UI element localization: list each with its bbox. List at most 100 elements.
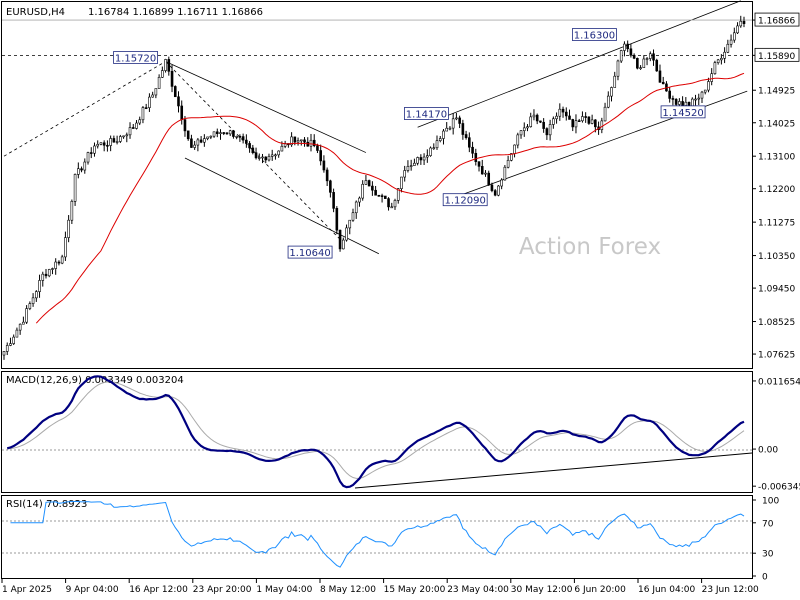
swing-label: 1.16300 (572, 28, 617, 42)
price-tick-label: 1.08525 (758, 318, 795, 328)
time-tick-label: 23 Jun 12:00 (702, 585, 759, 595)
candle-body (154, 88, 158, 96)
candle-body (674, 98, 678, 105)
candle-body (461, 123, 465, 135)
price-tick-label: 1.11275 (758, 219, 795, 229)
candle-body (413, 162, 416, 166)
price-tick-label: 1.13100 (758, 153, 795, 163)
candle-body (736, 25, 739, 34)
candle-body (299, 139, 303, 142)
candle-body (245, 139, 248, 144)
candle-body (35, 291, 38, 299)
candle-body (416, 157, 419, 164)
candle-body (31, 297, 35, 304)
candle-body (345, 227, 348, 241)
candle-body (400, 176, 403, 189)
swing-label-text: 1.14520 (662, 108, 703, 119)
candle-body (115, 141, 119, 143)
candle-body (403, 170, 406, 178)
candle-body (316, 145, 319, 151)
candle-body (141, 107, 145, 121)
candle-body (729, 39, 733, 45)
macd-signal-line (7, 381, 745, 479)
price-candles (2, 15, 746, 360)
candle-body (526, 126, 529, 129)
candle-body (393, 200, 397, 208)
candle-body (232, 130, 235, 137)
candle-body (261, 156, 264, 159)
candle-body (167, 59, 171, 72)
price-tick-label: 1.07625 (758, 351, 795, 361)
candle-body (25, 308, 28, 323)
candle-body (193, 144, 196, 148)
swing-label-text: 1.15720 (115, 53, 156, 64)
candle-body (700, 91, 704, 99)
candle-body (577, 120, 581, 122)
swing-label-text: 1.12090 (444, 196, 485, 207)
candle-body (80, 168, 83, 171)
candle-body (690, 98, 694, 107)
price-tick-label: 1.15890 (758, 52, 795, 62)
candle-body (429, 147, 432, 156)
candle-body (739, 20, 743, 27)
candle-body (506, 159, 510, 168)
candle-body (77, 168, 80, 175)
candle-body (274, 154, 277, 157)
candle-body (203, 138, 206, 143)
candle-body (606, 95, 610, 108)
candle-body (235, 136, 238, 138)
candle-body (574, 120, 578, 128)
time-tick-label: 15 May 20:00 (384, 585, 446, 595)
candle-body (309, 139, 313, 147)
candle-body (270, 154, 274, 157)
time-tick-label: 9 Apr 04:00 (66, 585, 119, 595)
candle-body (432, 147, 436, 150)
candle-body (248, 143, 251, 149)
candle-body (319, 150, 322, 162)
candle-body (5, 345, 9, 352)
candle-body (209, 135, 213, 138)
rising-channel-upper (417, 0, 741, 128)
swing-labels: 1.15720 1.10640 1.14170 1.12090 1.16300 1.145… (113, 28, 706, 259)
candle-body (238, 136, 242, 138)
candle-body (671, 98, 675, 100)
rsi-axis: 100 70 30 0 (752, 497, 779, 583)
candle-body (542, 121, 545, 129)
candle-body (277, 150, 280, 156)
candle-body (639, 67, 642, 69)
candle-body (70, 201, 74, 221)
candle-body (106, 144, 109, 147)
candle-body (148, 96, 151, 108)
candle-body (694, 98, 697, 101)
macd-panel-frame (1, 371, 753, 493)
candle-body (652, 53, 655, 61)
candle-body (380, 195, 384, 197)
candle-body (374, 189, 377, 196)
time-tick-label: 1 Apr 2025 (2, 585, 52, 595)
candle-body (584, 116, 587, 118)
time-tick-label: 30 May 12:00 (511, 585, 573, 595)
candle-body (681, 101, 684, 106)
candle-body (119, 136, 122, 142)
candle-body (716, 59, 720, 63)
candle-body (426, 155, 429, 158)
candle-body (448, 127, 452, 130)
candle-body (555, 115, 558, 120)
price-tick-label: 1.14925 (758, 87, 795, 97)
candle-body (329, 180, 332, 193)
candle-body (93, 145, 96, 154)
candle-body (684, 101, 688, 106)
candle-body (170, 70, 174, 87)
candle-body (206, 136, 209, 139)
macd-divergence-trendline (354, 452, 753, 489)
candle-body (164, 59, 167, 71)
macd-panel: MACD(12,26,9) 0.003349 0.003204 0.011654… (1, 371, 800, 493)
candle-body (41, 273, 45, 281)
rsi-panel: RSI(14) 70.8923 100 70 30 0 (1, 495, 779, 583)
price-axis: 1.16866 1.15890 1.14925 1.14025 1.13100 1.122… (752, 12, 800, 361)
candle-body (177, 96, 180, 107)
candle-body (225, 132, 229, 135)
candle-body (371, 185, 374, 191)
candle-body (474, 152, 478, 162)
candle-body (594, 119, 597, 128)
